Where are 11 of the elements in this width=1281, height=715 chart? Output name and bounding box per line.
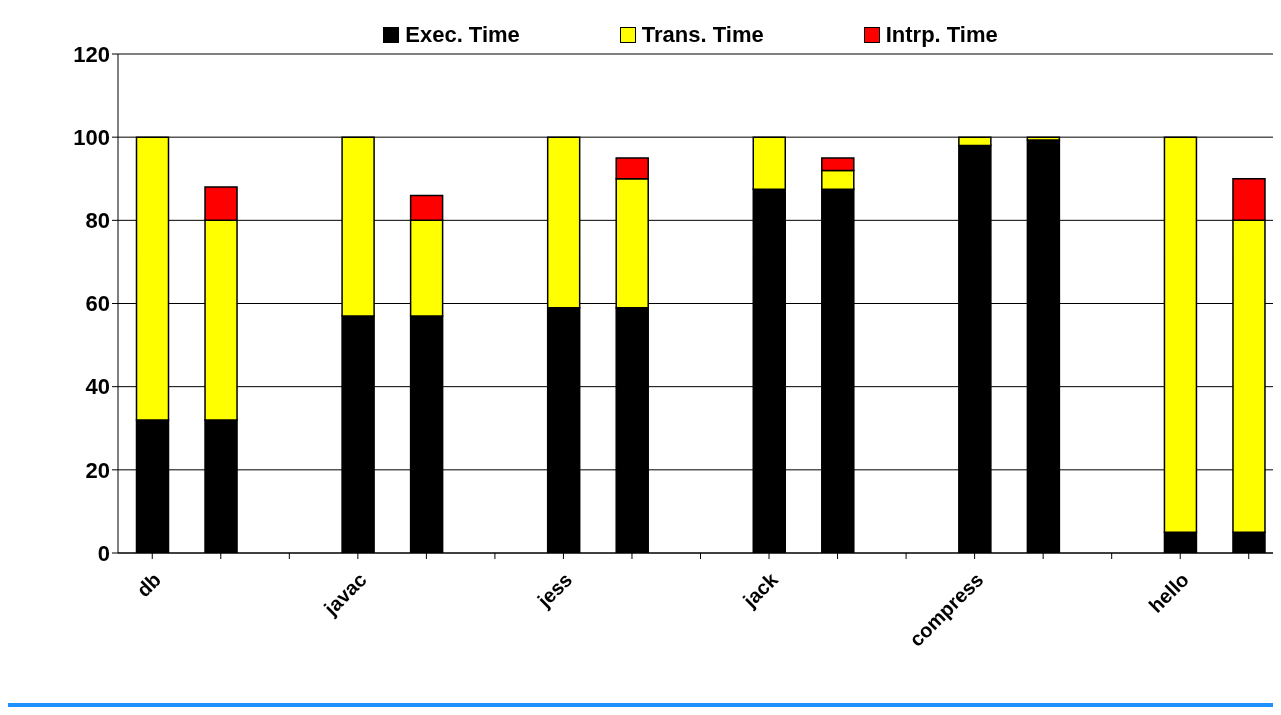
y-tick-label: 100 xyxy=(73,124,110,150)
legend-label: Exec. Time xyxy=(404,22,520,48)
y-tick-label: 120 xyxy=(73,41,110,67)
y-tick-label: 60 xyxy=(85,291,110,317)
y-tick-label: 80 xyxy=(85,208,110,234)
legend-label: Trans. Time xyxy=(640,22,764,48)
x-tick-label: db xyxy=(132,568,166,602)
y-tick-label: 20 xyxy=(85,457,110,483)
legend-label: Intrp. Time xyxy=(884,22,998,48)
y-tick-label: 40 xyxy=(85,374,110,400)
y-tick-label: 0 xyxy=(97,540,110,566)
